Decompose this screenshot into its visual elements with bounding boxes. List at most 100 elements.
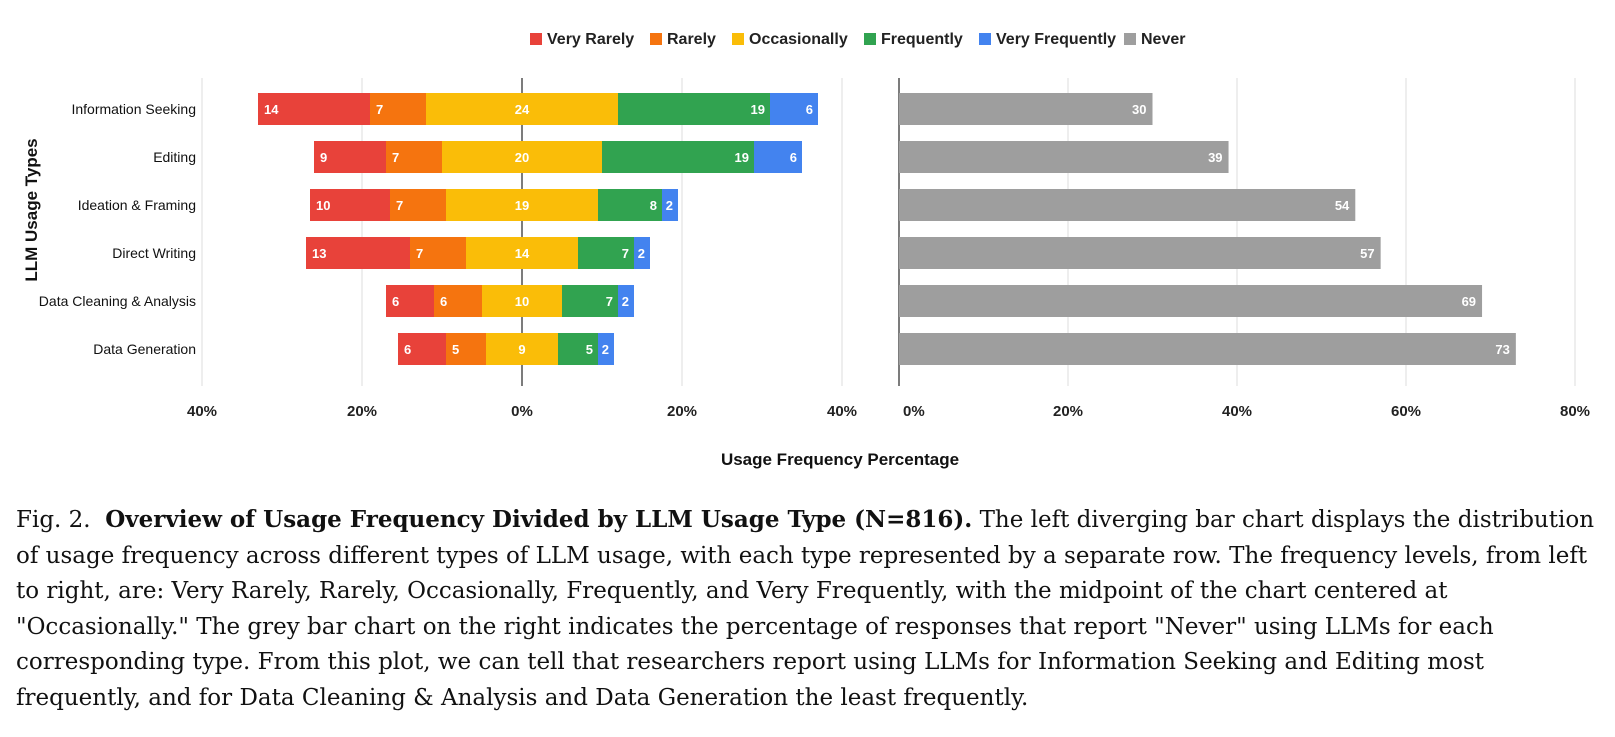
bar-data-cleaning-and-analysis-very-frequently xyxy=(618,285,634,317)
category-label-data-cleaning-and-analysis: Data Cleaning & Analysis xyxy=(39,293,196,309)
data-label-ideation-and-framing-frequently: 8 xyxy=(650,198,657,213)
data-label-editing-occasionally: 20 xyxy=(515,150,529,165)
legend-swatch-very-rarely xyxy=(530,33,542,45)
figure-chart: Very Rarely Rarely Occasionally Frequently V… xyxy=(22,31,1590,469)
legend-swatch-very-frequently xyxy=(979,33,991,45)
category-label-editing: Editing xyxy=(153,149,196,165)
left-tick-label: 40% xyxy=(187,403,217,420)
bar-editing-very-rarely xyxy=(314,141,386,173)
legend-label-occasionally: Occasionally xyxy=(749,31,848,48)
data-label-editing-very-frequently: 6 xyxy=(790,150,797,165)
data-label-data-generation-very-rarely: 6 xyxy=(404,342,411,357)
bar-ideation-and-framing-very-frequently xyxy=(662,189,678,221)
bar-information-seeking-very-rarely xyxy=(258,93,370,125)
data-label-ideation-and-framing-very-frequently: 2 xyxy=(666,198,673,213)
bar-direct-writing-rarely xyxy=(410,237,466,269)
bar-data-generation-frequently xyxy=(558,333,598,365)
bar-information-seeking-very-frequently xyxy=(770,93,818,125)
bar-editing-very-frequently xyxy=(754,141,802,173)
legend-swatch-occasionally xyxy=(732,33,744,45)
bar-direct-writing-frequently xyxy=(578,237,634,269)
data-label-information-seeking-very-rarely: 14 xyxy=(264,102,279,117)
category-label-direct-writing: Direct Writing xyxy=(112,245,196,261)
data-label-editing-frequently: 19 xyxy=(735,150,749,165)
data-label-never-direct-writing: 57 xyxy=(1360,246,1374,261)
bar-never-direct-writing xyxy=(899,237,1381,269)
legend-label-very-rarely: Very Rarely xyxy=(547,31,634,48)
right-never-chart: 30 39 54 57 69 73 xyxy=(899,93,1516,365)
legend: Very Rarely Rarely Occasionally Frequently V… xyxy=(530,31,1185,48)
category-label-data-generation: Data Generation xyxy=(93,341,196,357)
bar-editing-occasionally xyxy=(442,141,602,173)
bar-direct-writing-very-frequently xyxy=(634,237,650,269)
data-label-direct-writing-occasionally: 14 xyxy=(515,246,530,261)
data-label-data-generation-occasionally: 9 xyxy=(518,342,525,357)
bar-information-seeking-rarely xyxy=(370,93,426,125)
legend-label-never: Never xyxy=(1141,31,1185,48)
bar-editing-frequently xyxy=(602,141,754,173)
bar-data-generation-occasionally xyxy=(486,333,558,365)
data-label-never-information-seeking: 30 xyxy=(1132,102,1146,117)
bar-ideation-and-framing-very-rarely xyxy=(310,189,390,221)
legend-label-frequently: Frequently xyxy=(881,31,963,48)
bar-never-data-cleaning-and-analysis xyxy=(899,285,1483,317)
bar-direct-writing-very-rarely xyxy=(306,237,410,269)
legend-swatch-frequently xyxy=(864,33,876,45)
data-label-information-seeking-rarely: 7 xyxy=(376,102,383,117)
bar-never-data-generation xyxy=(899,333,1516,365)
legend-swatch-rarely xyxy=(650,33,662,45)
right-tick-label: 0% xyxy=(903,403,925,420)
category-label-information-seeking: Information Seeking xyxy=(71,101,196,117)
category-label-ideation-and-framing: Ideation & Framing xyxy=(78,197,196,213)
right-tick-label: 20% xyxy=(1053,403,1083,420)
right-tick-label: 40% xyxy=(1222,403,1252,420)
data-label-ideation-and-framing-occasionally: 19 xyxy=(515,198,529,213)
bar-direct-writing-occasionally xyxy=(466,237,578,269)
data-label-never-data-generation: 73 xyxy=(1495,342,1509,357)
right-tick-label: 80% xyxy=(1560,403,1590,420)
figure-caption: Fig. 2. Overview of Usage Frequency Divi… xyxy=(16,502,1606,716)
legend-swatch-never xyxy=(1124,33,1136,45)
bar-data-cleaning-and-analysis-very-rarely xyxy=(386,285,434,317)
data-label-editing-rarely: 7 xyxy=(392,150,399,165)
left-tick-label: 20% xyxy=(667,403,697,420)
data-label-editing-very-rarely: 9 xyxy=(320,150,327,165)
bar-ideation-and-framing-frequently xyxy=(598,189,662,221)
left-tick-label: 0% xyxy=(511,403,533,420)
data-label-ideation-and-framing-very-rarely: 10 xyxy=(316,198,330,213)
bar-data-generation-very-frequently xyxy=(598,333,614,365)
bar-never-information-seeking xyxy=(899,93,1153,125)
data-label-never-editing: 39 xyxy=(1208,150,1222,165)
legend-label-rarely: Rarely xyxy=(667,31,716,48)
bar-ideation-and-framing-occasionally xyxy=(446,189,598,221)
bar-data-cleaning-and-analysis-rarely xyxy=(434,285,482,317)
data-label-ideation-and-framing-rarely: 7 xyxy=(396,198,403,213)
bar-ideation-and-framing-rarely xyxy=(390,189,446,221)
data-label-never-ideation-and-framing: 54 xyxy=(1335,198,1350,213)
data-label-never-data-cleaning-and-analysis: 69 xyxy=(1462,294,1476,309)
bar-never-editing xyxy=(899,141,1229,173)
data-label-information-seeking-frequently: 19 xyxy=(751,102,765,117)
bar-data-cleaning-and-analysis-occasionally xyxy=(482,285,562,317)
left-tick-label: 40% xyxy=(827,403,857,420)
category-labels: Information Seeking Editing Ideation & Fra… xyxy=(39,101,196,357)
bar-never-ideation-and-framing xyxy=(899,189,1356,221)
bar-data-generation-rarely xyxy=(446,333,486,365)
data-label-data-cleaning-and-analysis-frequently: 7 xyxy=(606,294,613,309)
right-x-axis-ticks: 0% 20% 40% 60% 80% xyxy=(903,403,1590,420)
bar-information-seeking-occasionally xyxy=(426,93,618,125)
data-label-data-generation-frequently: 5 xyxy=(586,342,593,357)
right-tick-label: 60% xyxy=(1391,403,1421,420)
caption-title: Overview of Usage Frequency Divided by L… xyxy=(105,506,973,533)
data-label-direct-writing-very-frequently: 2 xyxy=(638,246,645,261)
data-label-data-generation-very-frequently: 2 xyxy=(602,342,609,357)
y-axis-label: LLM Usage Types xyxy=(22,138,41,281)
data-label-data-generation-rarely: 5 xyxy=(452,342,459,357)
left-diverging-chart: 14 7 24 19 69 7 20 19 610 7 19 8 213 7 14 7 26 6 10 7 26 5 9 5 2 xyxy=(258,93,818,365)
data-label-direct-writing-very-rarely: 13 xyxy=(312,246,326,261)
bar-information-seeking-frequently xyxy=(618,93,770,125)
data-label-data-cleaning-and-analysis-occasionally: 10 xyxy=(515,294,529,309)
caption-prefix: Fig. 2. xyxy=(16,507,91,533)
bar-data-cleaning-and-analysis-frequently xyxy=(562,285,618,317)
data-label-direct-writing-rarely: 7 xyxy=(416,246,423,261)
